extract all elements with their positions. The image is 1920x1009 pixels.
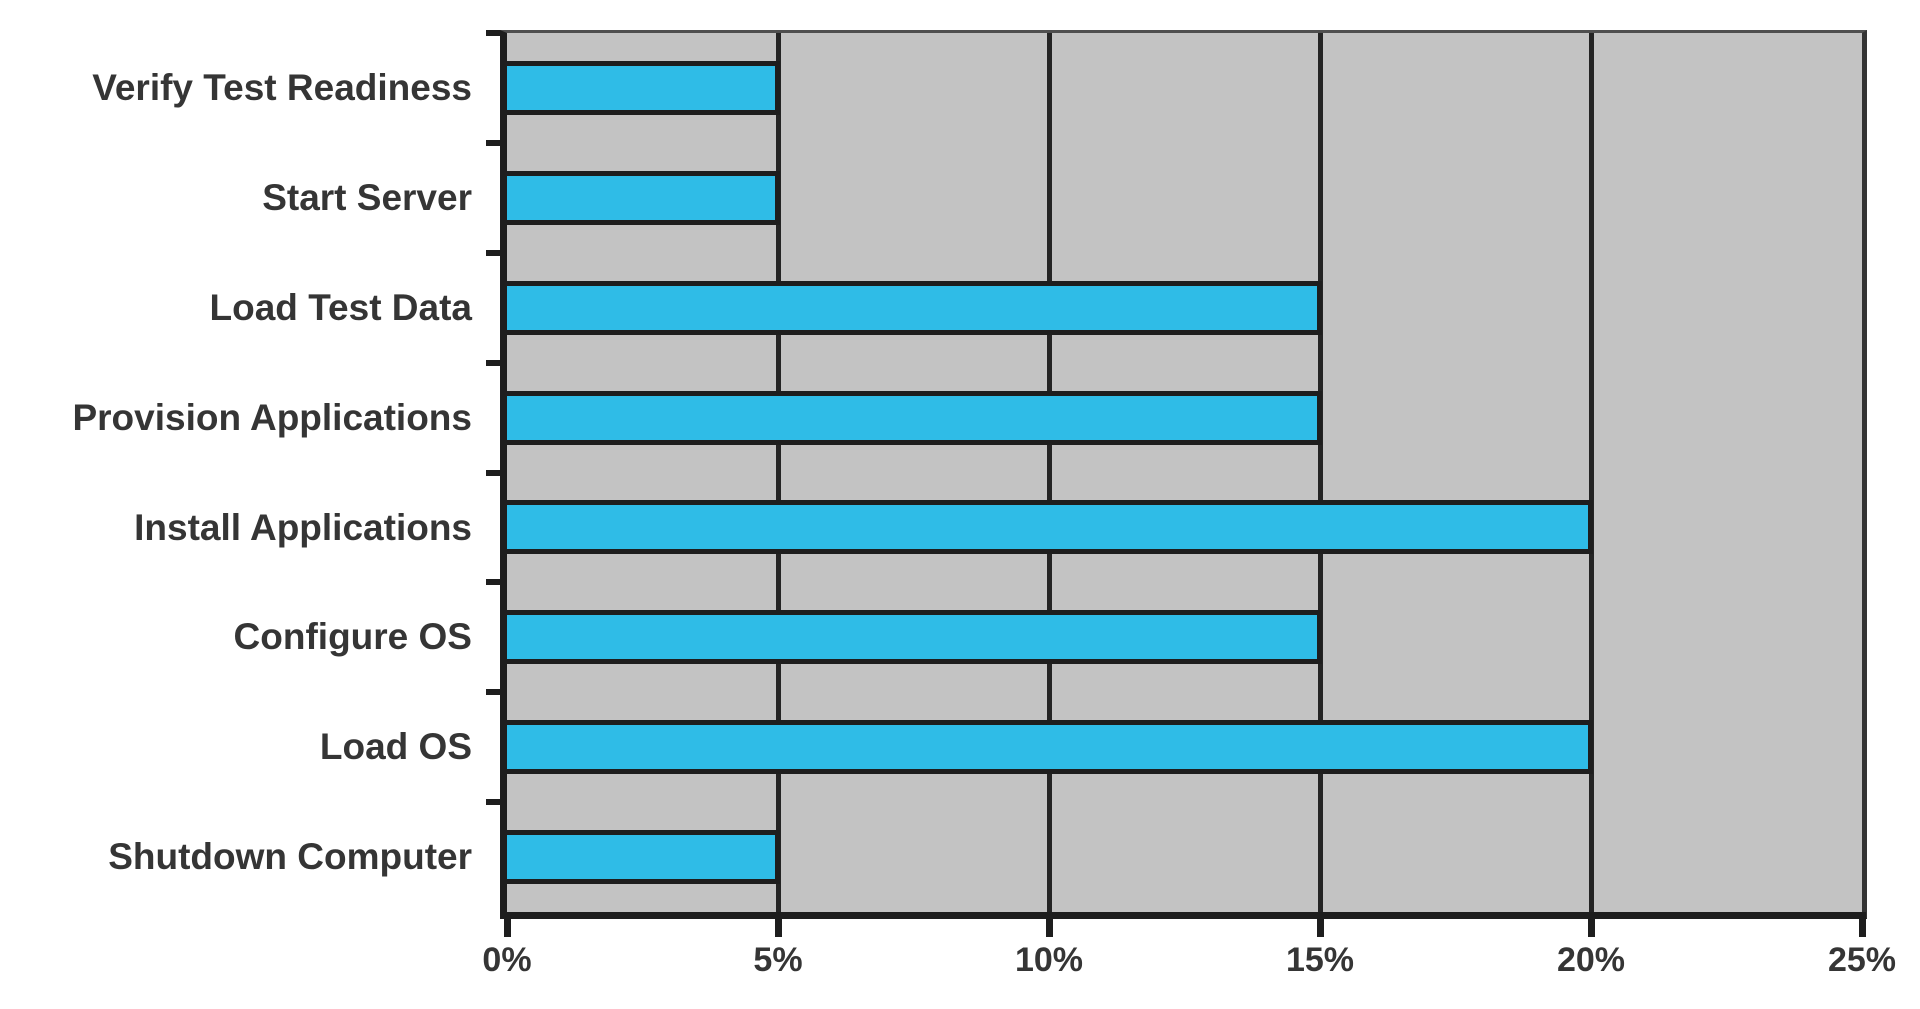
y-axis-tick [486, 140, 502, 146]
bar-load-os [507, 720, 1593, 774]
bar-install-applications [507, 500, 1593, 554]
x-axis-tick-label: 20% [1556, 941, 1626, 979]
gridline-5pct [776, 33, 781, 912]
y-axis-tick [486, 799, 502, 805]
bar-configure-os [507, 610, 1322, 664]
x-axis-tick [1859, 912, 1866, 937]
x-axis-tick [1046, 912, 1053, 937]
x-axis-tick-label: 25% [1827, 941, 1897, 979]
category-label: Verify Test Readiness [92, 67, 472, 108]
bar-verify-test-readiness [507, 61, 780, 115]
y-axis-tick [486, 470, 502, 476]
x-axis-tick-label: 15% [1285, 941, 1355, 979]
y-axis-tick [486, 30, 502, 36]
y-axis-tick [486, 689, 502, 695]
y-axis-tick [486, 250, 502, 256]
gridline-15pct [1318, 33, 1323, 912]
x-axis-tick-label: 5% [753, 941, 803, 979]
y-axis-tick [486, 579, 502, 585]
x-axis-tick [1588, 912, 1595, 937]
gridline-20pct [1589, 33, 1594, 912]
category-label: Shutdown Computer [108, 836, 472, 877]
category-label: Load OS [319, 726, 472, 767]
x-axis-tick [1317, 912, 1324, 937]
x-axis-tick-label: 10% [1014, 941, 1084, 979]
x-axis-tick [775, 912, 782, 937]
bar-provision-applications [507, 391, 1322, 445]
y-axis-tick [486, 360, 502, 366]
gridline-10pct [1047, 33, 1052, 912]
category-label: Start Server [262, 177, 472, 218]
category-label: Provision Applications [72, 397, 472, 438]
x-axis-tick-label: 0% [482, 941, 532, 979]
x-axis-tick [504, 912, 511, 937]
bar-shutdown-computer [507, 830, 780, 884]
category-label: Configure OS [233, 616, 472, 657]
bar-load-test-data [507, 281, 1322, 335]
plot-area [500, 30, 1867, 919]
category-label: Install Applications [134, 507, 472, 548]
category-label: Load Test Data [209, 287, 472, 328]
bar-start-server [507, 171, 780, 225]
